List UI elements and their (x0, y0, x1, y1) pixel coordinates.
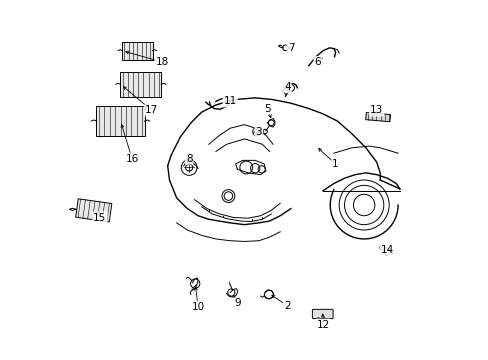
Polygon shape (96, 106, 144, 136)
Text: 9: 9 (234, 298, 240, 308)
Text: 1: 1 (332, 159, 338, 169)
Text: 6: 6 (314, 57, 321, 67)
FancyBboxPatch shape (312, 309, 332, 319)
Text: 8: 8 (185, 154, 192, 163)
Text: 16: 16 (125, 154, 138, 163)
Text: 17: 17 (145, 105, 158, 115)
Text: 15: 15 (93, 212, 106, 222)
Polygon shape (120, 72, 161, 97)
Polygon shape (365, 113, 390, 122)
Polygon shape (122, 42, 152, 60)
Text: 4: 4 (284, 82, 290, 92)
Text: 2: 2 (284, 301, 290, 311)
Text: 10: 10 (191, 302, 204, 312)
Text: 18: 18 (155, 57, 169, 67)
Text: 13: 13 (369, 105, 383, 115)
Text: 11: 11 (223, 96, 236, 107)
Text: 3: 3 (255, 127, 262, 137)
Polygon shape (76, 199, 112, 222)
Text: 14: 14 (380, 245, 393, 255)
Text: 12: 12 (316, 320, 329, 330)
Text: 7: 7 (287, 43, 294, 53)
Text: 5: 5 (264, 104, 270, 113)
